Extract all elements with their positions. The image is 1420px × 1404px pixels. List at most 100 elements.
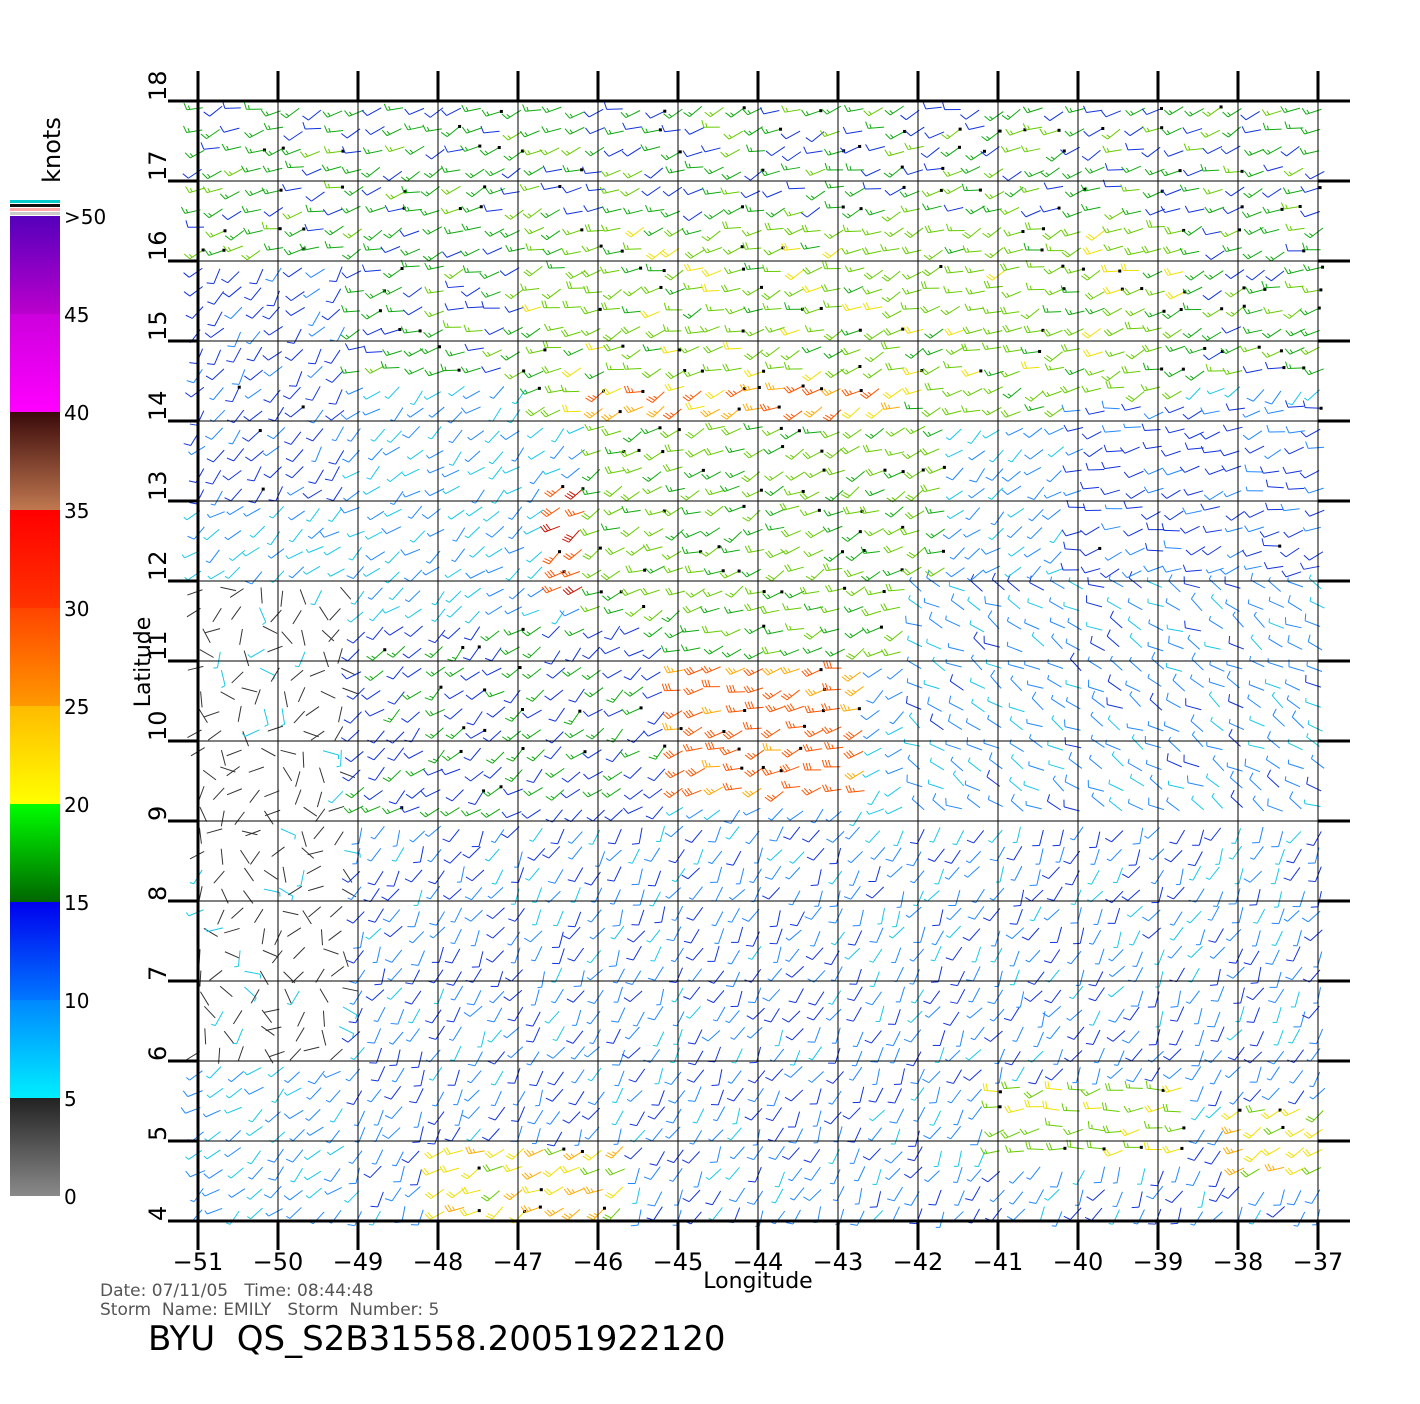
wind-barb xyxy=(460,249,479,256)
wind-barb xyxy=(467,712,483,725)
wind-barb xyxy=(877,908,884,924)
wind-barb xyxy=(782,106,801,113)
wind-barb xyxy=(725,586,743,597)
wind-barb xyxy=(824,742,843,749)
wind-barb xyxy=(342,650,360,661)
wind-barb xyxy=(1044,352,1062,362)
wind-barb xyxy=(583,709,602,716)
wind-barb xyxy=(943,103,961,110)
wind-barb xyxy=(242,429,262,441)
wind-barb xyxy=(744,370,765,377)
wind-barb xyxy=(1267,1206,1285,1217)
wind-barb xyxy=(1007,617,1021,629)
wind-barb xyxy=(782,243,801,250)
wind-barb xyxy=(264,870,277,879)
wind-barb xyxy=(743,529,762,535)
wind-barb xyxy=(449,452,461,466)
wind-barb xyxy=(527,769,543,783)
wind-barb xyxy=(441,769,460,775)
wind-barb xyxy=(1069,752,1082,768)
wind-barb xyxy=(784,489,805,495)
wind-barb xyxy=(445,281,463,288)
wind-barb xyxy=(685,830,702,842)
wind-barb xyxy=(967,1008,983,1018)
wind-barb xyxy=(552,948,564,963)
wind-barb xyxy=(271,610,282,622)
wind-barb xyxy=(825,163,843,170)
wind-barb xyxy=(1213,892,1223,907)
wind-barb xyxy=(1274,891,1282,907)
wind-barb xyxy=(410,1169,421,1185)
wind-barb xyxy=(1086,408,1105,414)
wind-barb xyxy=(1065,188,1086,197)
wind-barb xyxy=(983,206,1002,212)
wind-barb xyxy=(1013,890,1023,906)
wind-barb xyxy=(1028,681,1044,689)
wind-barb xyxy=(1069,986,1083,999)
wind-barb xyxy=(1064,1208,1081,1220)
wind-barb xyxy=(1001,146,1020,152)
wind-barb xyxy=(643,472,662,482)
wind-barb xyxy=(527,489,539,503)
wind-barb xyxy=(826,1071,843,1083)
wind-barb xyxy=(773,947,781,963)
wind-barb xyxy=(406,788,424,798)
wind-barb xyxy=(1050,618,1065,628)
wind-barb xyxy=(1281,1109,1300,1116)
x-tick-label: −41 xyxy=(973,1248,1024,1276)
wind-barb xyxy=(869,928,882,943)
wind-barb xyxy=(1156,1011,1163,1027)
wind-barb xyxy=(525,227,544,233)
wind-barb xyxy=(430,927,445,938)
wind-barb xyxy=(646,406,664,417)
wind-barb xyxy=(1246,487,1263,491)
wind-barb xyxy=(243,547,260,555)
wind-barb xyxy=(886,363,905,370)
wind-barb xyxy=(465,887,482,899)
wind-barb xyxy=(289,567,304,578)
wind-barb xyxy=(808,1027,821,1042)
wind-barb xyxy=(984,169,1003,178)
wind-barb xyxy=(900,191,919,197)
wind-barb xyxy=(1229,729,1241,746)
wind-barb xyxy=(1235,868,1243,883)
wind-barb xyxy=(1122,166,1141,172)
wind-barb xyxy=(1094,909,1103,924)
wind-barb xyxy=(462,1107,479,1119)
wind-barb xyxy=(869,949,882,962)
wind-barb xyxy=(411,1052,422,1068)
wind-barb xyxy=(727,1088,743,1101)
wind-barb xyxy=(310,670,325,676)
wind-barb xyxy=(1042,391,1061,397)
wind-barb xyxy=(385,146,404,152)
wind-barb xyxy=(1025,1100,1043,1107)
wind-barb xyxy=(567,427,584,434)
wind-barb xyxy=(1129,849,1140,865)
wind-barb xyxy=(1245,446,1264,453)
wind-barb xyxy=(1025,890,1043,901)
wind-barb xyxy=(261,748,275,756)
wind-barb xyxy=(1169,636,1184,649)
wind-barb xyxy=(382,129,401,136)
wind-barb xyxy=(686,428,704,438)
wind-barb xyxy=(584,109,603,117)
wind-barb xyxy=(1126,391,1144,401)
wind-barb xyxy=(863,770,880,777)
wind-barb xyxy=(682,228,701,234)
wind-barb xyxy=(956,1031,964,1047)
wind-barb xyxy=(802,830,819,842)
wind-barb xyxy=(1228,1047,1244,1060)
wind-barb xyxy=(744,686,763,693)
wind-barb xyxy=(933,657,945,671)
wind-barb xyxy=(563,927,580,939)
wind-barb xyxy=(847,1128,861,1143)
wind-barb xyxy=(501,827,519,838)
wind-barb xyxy=(281,708,285,725)
wind-barb xyxy=(1006,428,1023,435)
wind-barb xyxy=(682,547,702,554)
wind-barb xyxy=(545,1208,564,1216)
wind-barb xyxy=(531,946,542,960)
wind-barb xyxy=(466,688,486,699)
wind-barb xyxy=(367,1089,381,1102)
wind-barb xyxy=(259,607,265,624)
